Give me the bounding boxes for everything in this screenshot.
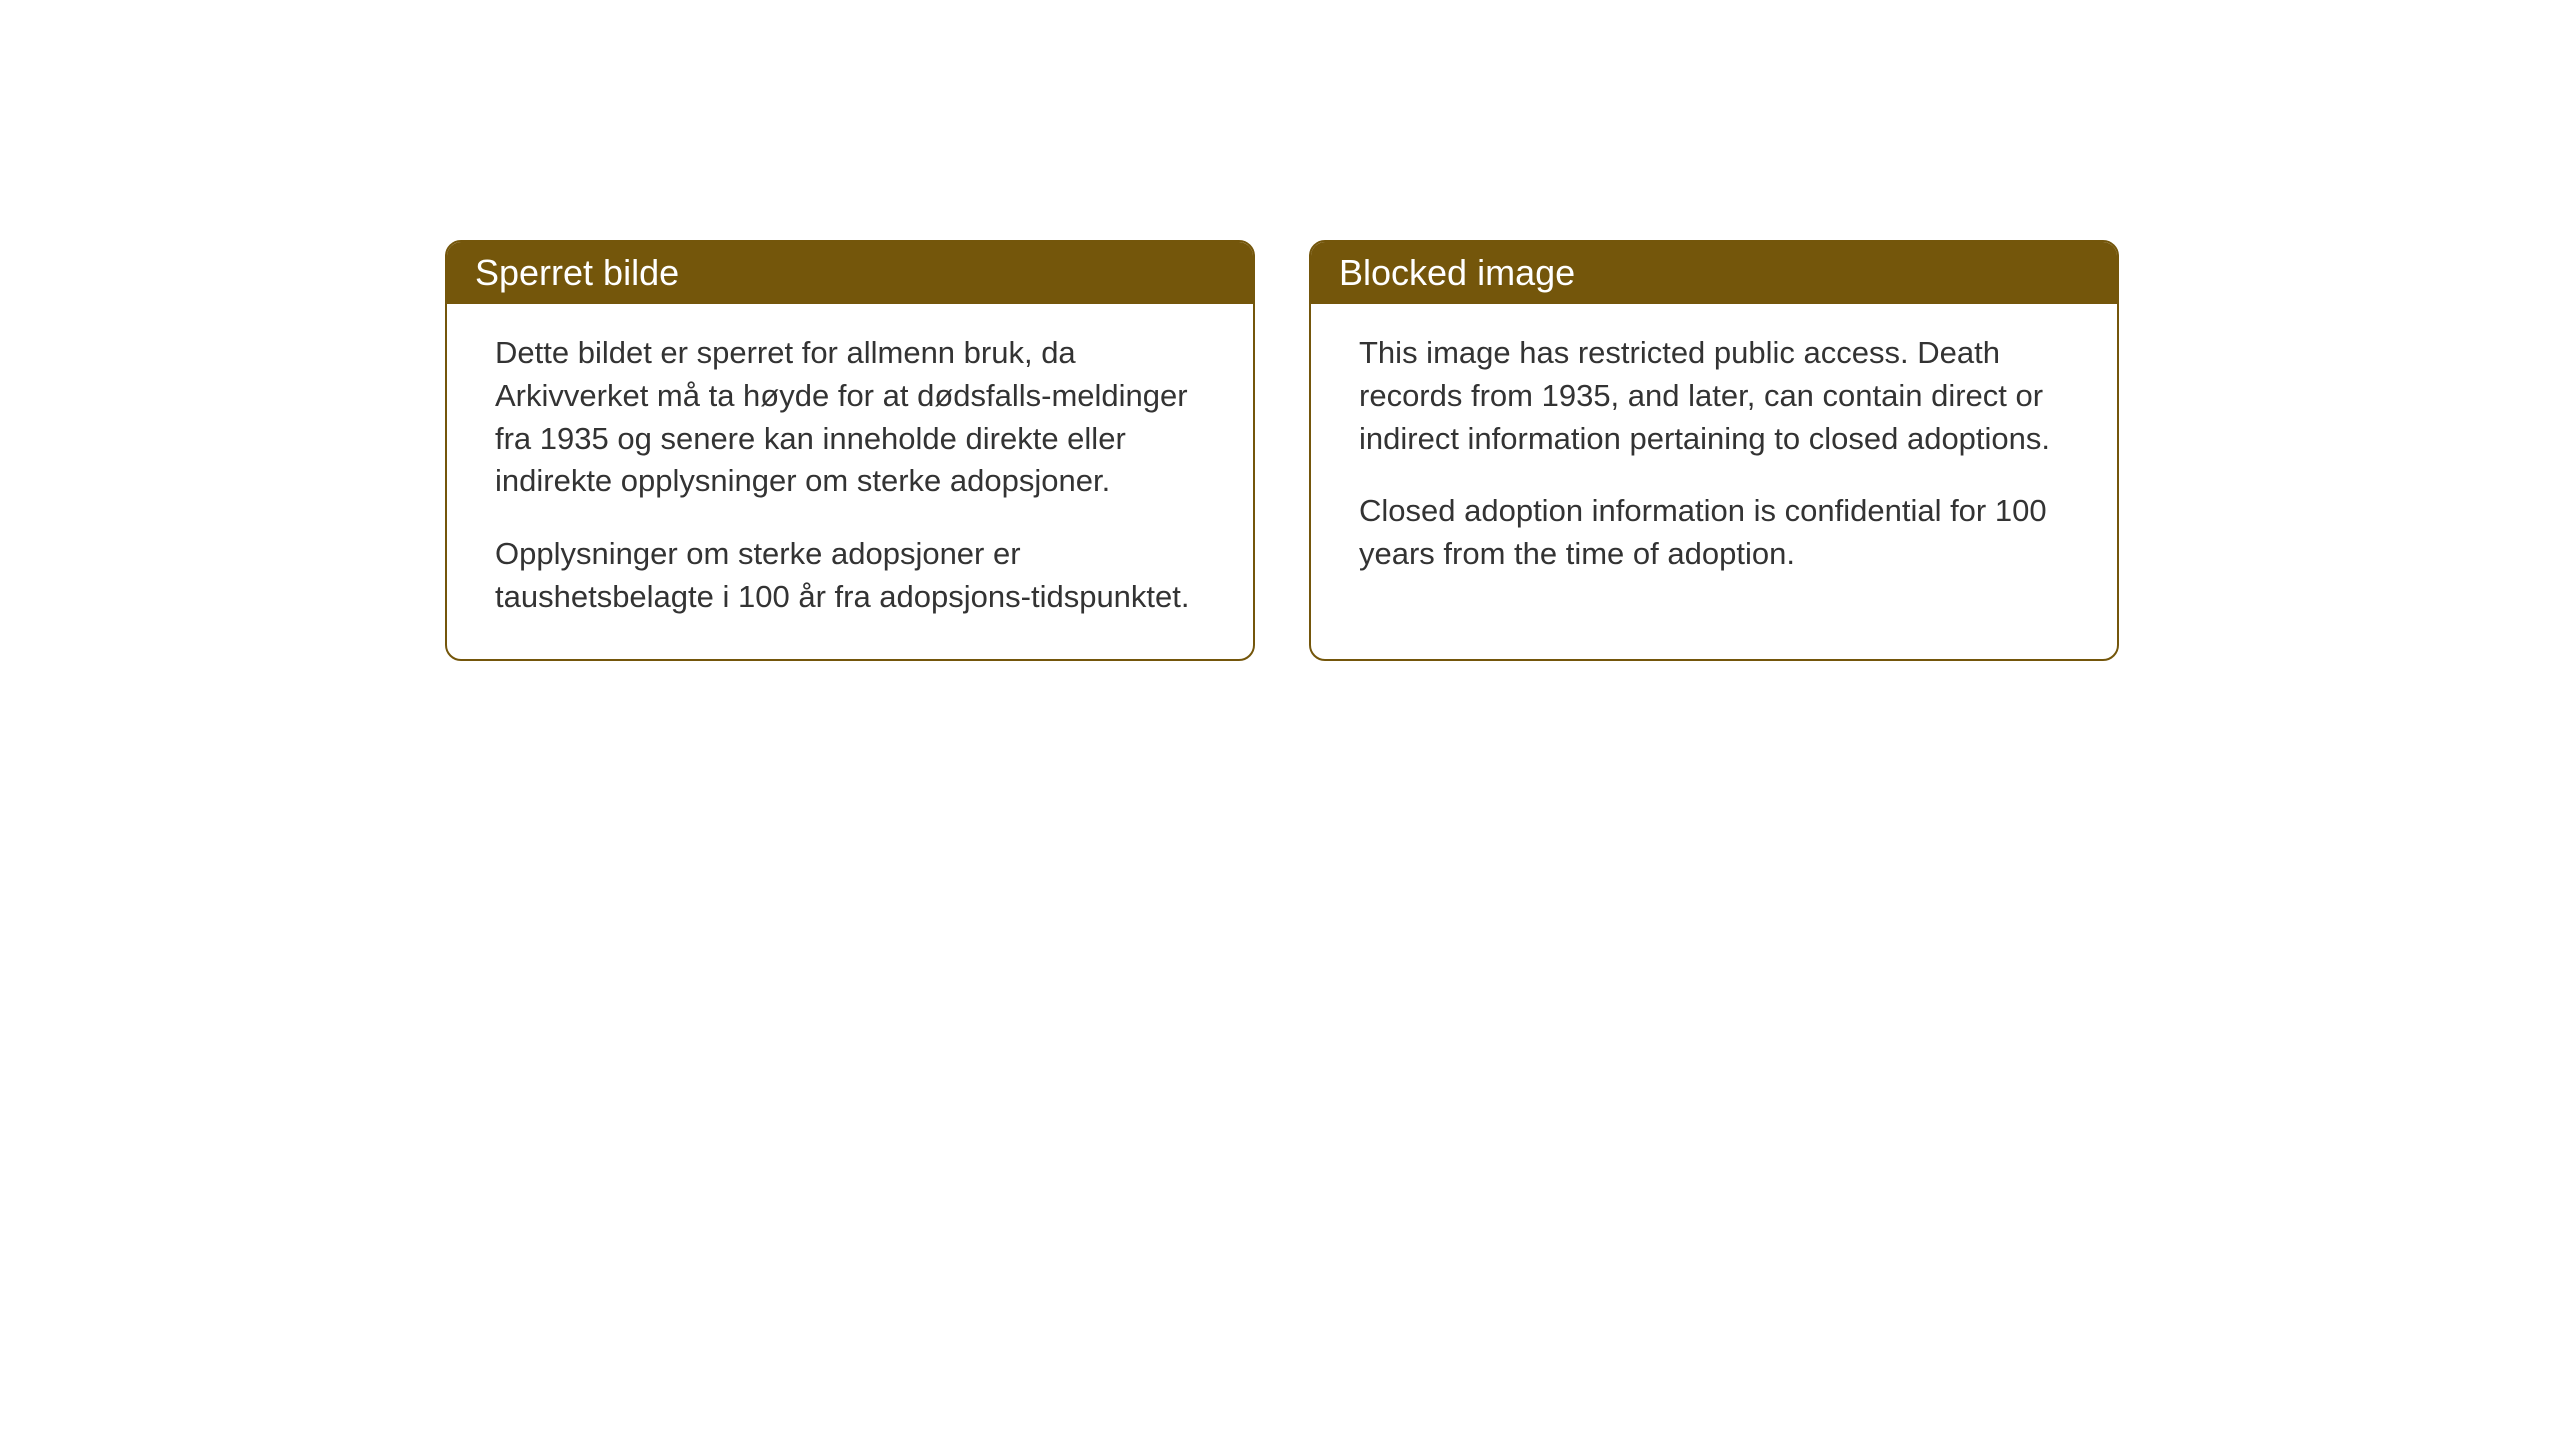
card-norwegian: Sperret bilde Dette bildet er sperret fo… [445, 240, 1255, 661]
card-english: Blocked image This image has restricted … [1309, 240, 2119, 661]
card-header-english: Blocked image [1311, 242, 2117, 304]
card-header-norwegian: Sperret bilde [447, 242, 1253, 304]
norwegian-paragraph-2: Opplysninger om sterke adopsjoner er tau… [495, 533, 1205, 619]
card-body-norwegian: Dette bildet er sperret for allmenn bruk… [447, 304, 1253, 659]
english-paragraph-2: Closed adoption information is confident… [1359, 490, 2069, 576]
cards-container: Sperret bilde Dette bildet er sperret fo… [445, 240, 2119, 661]
english-paragraph-1: This image has restricted public access.… [1359, 332, 2069, 460]
card-body-english: This image has restricted public access.… [1311, 304, 2117, 616]
norwegian-paragraph-1: Dette bildet er sperret for allmenn bruk… [495, 332, 1205, 503]
